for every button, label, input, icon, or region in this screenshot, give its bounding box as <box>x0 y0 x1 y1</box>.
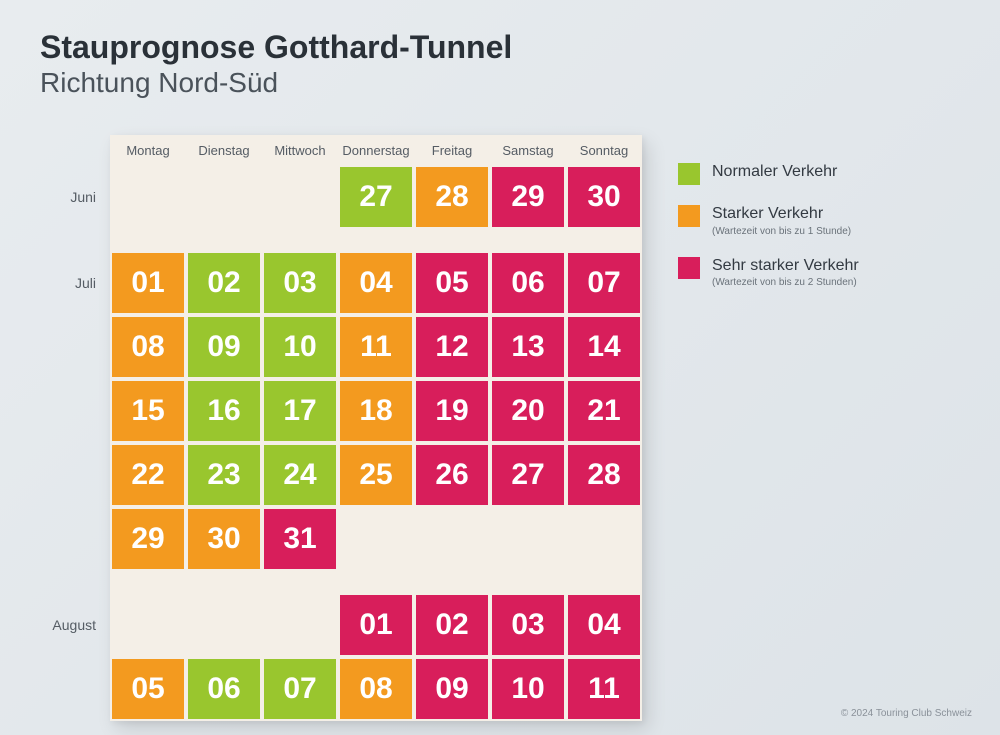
calendar-cell <box>566 507 642 571</box>
calendar-cell: 25 <box>338 443 414 507</box>
calendar-cell: 31 <box>262 507 338 571</box>
legend-swatch <box>678 257 700 279</box>
copyright: © 2024 Touring Club Schweiz <box>841 708 972 719</box>
weekday-header: Montag <box>110 135 186 165</box>
legend-swatch <box>678 163 700 185</box>
calendar-cell: 28 <box>566 443 642 507</box>
calendar-cell <box>110 165 186 229</box>
legend: Normaler Verkehr Starker Verkehr (Wartezei… <box>678 163 859 308</box>
calendar-wrap: Juni Juli August MontagDienstagMittwochDon… <box>40 135 642 721</box>
month-label: Juli <box>40 251 110 315</box>
page-subtitle: Richtung Nord-Süd <box>40 67 960 99</box>
calendar-cell <box>262 165 338 229</box>
calendar-cell <box>262 593 338 657</box>
calendar-cell: 09 <box>186 315 262 379</box>
calendar-cell <box>490 507 566 571</box>
legend-item: Starker Verkehr (Wartezeit von bis zu 1 S… <box>678 205 859 236</box>
weekday-header: Sonntag <box>566 135 642 165</box>
legend-label: Normaler Verkehr <box>712 163 837 181</box>
legend-item: Normaler Verkehr <box>678 163 859 185</box>
month-label <box>40 507 110 571</box>
calendar-cell: 05 <box>414 251 490 315</box>
month-label <box>40 315 110 379</box>
calendar-cell: 23 <box>186 443 262 507</box>
calendar-cell: 03 <box>490 593 566 657</box>
calendar-cell: 15 <box>110 379 186 443</box>
calendar-cell: 28 <box>414 165 490 229</box>
month-labels: Juni Juli August <box>40 165 110 721</box>
legend-sublabel: (Wartezeit von bis zu 1 Stunde) <box>712 226 851 237</box>
calendar-cell: 01 <box>338 593 414 657</box>
calendar-cell: 09 <box>414 657 490 721</box>
calendar-cell: 10 <box>490 657 566 721</box>
calendar-cell: 12 <box>414 315 490 379</box>
calendar-cell: 02 <box>186 251 262 315</box>
calendar-cell: 04 <box>566 593 642 657</box>
calendar-cell: 06 <box>490 251 566 315</box>
calendar-cell <box>186 165 262 229</box>
month-label <box>40 379 110 443</box>
calendar-cell: 30 <box>566 165 642 229</box>
calendar-cell: 17 <box>262 379 338 443</box>
calendar-cell: 08 <box>338 657 414 721</box>
calendar-cell: 24 <box>262 443 338 507</box>
legend-swatch <box>678 205 700 227</box>
weekday-header: Donnerstag <box>338 135 414 165</box>
calendar-cell: 04 <box>338 251 414 315</box>
calendar-cell: 13 <box>490 315 566 379</box>
calendar-cell: 08 <box>110 315 186 379</box>
calendar-cell: 10 <box>262 315 338 379</box>
calendar-grid: MontagDienstagMittwochDonnerstagFreitagS… <box>110 135 642 721</box>
legend-sublabel: (Wartezeit von bis zu 2 Stunden) <box>712 277 859 288</box>
month-label: Juni <box>40 165 110 229</box>
legend-label: Sehr starker Verkehr <box>712 257 859 275</box>
calendar-cell: 21 <box>566 379 642 443</box>
calendar-cell: 29 <box>490 165 566 229</box>
calendar-cell <box>110 593 186 657</box>
month-label: August <box>40 593 110 657</box>
calendar-cell: 07 <box>566 251 642 315</box>
calendar-cell: 30 <box>186 507 262 571</box>
weekday-header: Dienstag <box>186 135 262 165</box>
calendar-cell: 05 <box>110 657 186 721</box>
calendar-cell <box>414 507 490 571</box>
legend-item: Sehr starker Verkehr (Wartezeit von bis z… <box>678 257 859 288</box>
calendar-cell <box>338 507 414 571</box>
weekday-header: Samstag <box>490 135 566 165</box>
calendar-cell: 22 <box>110 443 186 507</box>
calendar-cell: 26 <box>414 443 490 507</box>
legend-label: Starker Verkehr <box>712 205 851 223</box>
calendar-cell: 02 <box>414 593 490 657</box>
calendar-cell: 03 <box>262 251 338 315</box>
calendar-cell: 27 <box>490 443 566 507</box>
weekday-header: Freitag <box>414 135 490 165</box>
calendar-cell: 11 <box>338 315 414 379</box>
calendar-cell: 18 <box>338 379 414 443</box>
calendar-cell: 20 <box>490 379 566 443</box>
calendar-cell: 01 <box>110 251 186 315</box>
weekday-header: Mittwoch <box>262 135 338 165</box>
month-label <box>40 443 110 507</box>
calendar-cell: 11 <box>566 657 642 721</box>
calendar-cell: 06 <box>186 657 262 721</box>
calendar-cell: 19 <box>414 379 490 443</box>
calendar-cell: 29 <box>110 507 186 571</box>
calendar-cell: 27 <box>338 165 414 229</box>
calendar-cell: 14 <box>566 315 642 379</box>
content: Juni Juli August MontagDienstagMittwochDon… <box>40 135 960 721</box>
calendar-cell <box>186 593 262 657</box>
month-label <box>40 657 110 721</box>
calendar-cell: 16 <box>186 379 262 443</box>
calendar-cell: 07 <box>262 657 338 721</box>
page-title: Stauprognose Gotthard-Tunnel <box>40 30 960 65</box>
